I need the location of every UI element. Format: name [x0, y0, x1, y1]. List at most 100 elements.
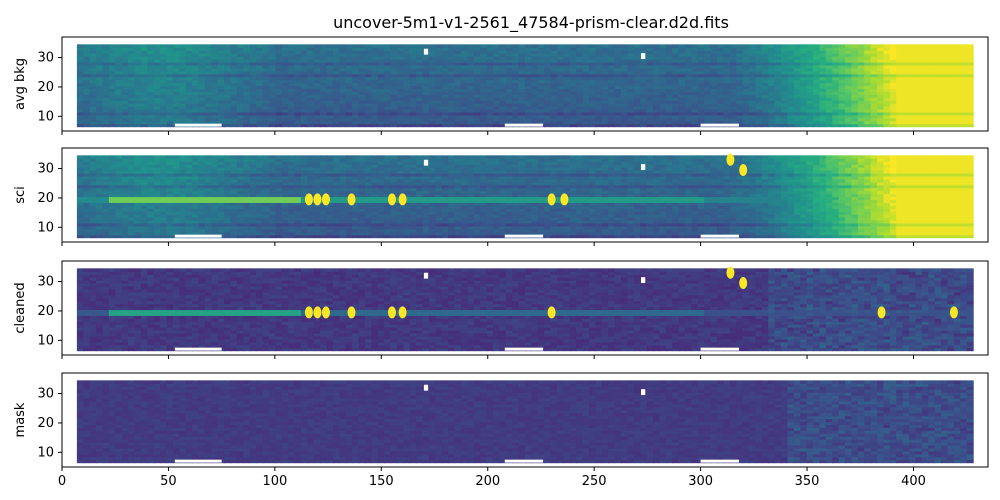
- heatmap-cell: [275, 106, 283, 110]
- heatmap-cell: [313, 56, 321, 60]
- heatmap-cell: [537, 76, 545, 81]
- heatmap-cell: [537, 82, 545, 87]
- heatmap-cell: [256, 94, 264, 98]
- heatmap-cell: [460, 114, 468, 119]
- heatmap-cell: [230, 47, 238, 51]
- heatmap-cell: [480, 85, 488, 90]
- heatmap-cell: [121, 155, 129, 159]
- heatmap-cell: [537, 61, 545, 66]
- heatmap-cell: [236, 85, 244, 90]
- heatmap-cell: [268, 76, 276, 81]
- heatmap-cell: [544, 47, 552, 51]
- heatmap-cell: [249, 114, 257, 119]
- heatmap-cell: [204, 61, 212, 66]
- heatmap-cell: [396, 44, 404, 48]
- heatmap-cell: [115, 50, 123, 54]
- heatmap-cell: [557, 50, 565, 54]
- heatmap-cell: [281, 53, 289, 57]
- heatmap-cell: [89, 103, 97, 107]
- heatmap-cell: [416, 47, 424, 51]
- heatmap-cell: [179, 120, 187, 125]
- heatmap-cell: [313, 111, 321, 116]
- heatmap-cell: [358, 82, 366, 87]
- heatmap-cell: [313, 123, 321, 128]
- heatmap-cell: [204, 100, 212, 104]
- heatmap-cell: [531, 85, 539, 90]
- heatmap-cell: [569, 82, 577, 87]
- heatmap-cell: [569, 44, 577, 48]
- heatmap-cell: [236, 103, 244, 107]
- heatmap-cell: [198, 50, 206, 54]
- heatmap-cell: [435, 67, 443, 72]
- heatmap-cell: [582, 114, 590, 119]
- heatmap-cell: [76, 94, 84, 98]
- heatmap-cell: [409, 70, 417, 75]
- heatmap-cell: [256, 120, 264, 125]
- heatmap-cell: [422, 103, 430, 107]
- heatmap-cell: [96, 59, 104, 63]
- heatmap-cell: [249, 111, 257, 116]
- heatmap-cell: [448, 97, 456, 101]
- heatmap-cell: [416, 108, 424, 113]
- heatmap-cell: [364, 123, 372, 128]
- heatmap-cell: [76, 100, 84, 104]
- heatmap-cell: [518, 106, 526, 110]
- heatmap-cell: [281, 94, 289, 98]
- heatmap-cell: [448, 67, 456, 72]
- heatmap-cell: [217, 50, 225, 54]
- heatmap-cell: [262, 50, 270, 54]
- heatmap-cell: [352, 123, 360, 128]
- heatmap-cell: [557, 97, 565, 101]
- heatmap-cell: [76, 70, 84, 75]
- heatmap-cell: [256, 111, 264, 116]
- heatmap-cell: [140, 61, 148, 66]
- heatmap-cell: [416, 97, 424, 101]
- heatmap-cell: [441, 91, 449, 95]
- heatmap-cell: [371, 73, 379, 78]
- heatmap-cell: [384, 59, 392, 63]
- heatmap-cell: [230, 123, 238, 128]
- heatmap-cell: [224, 117, 232, 122]
- heatmap-cell: [544, 79, 552, 84]
- heatmap-cell: [448, 85, 456, 90]
- heatmap-cell: [422, 67, 430, 72]
- heatmap-cell: [371, 56, 379, 60]
- heatmap-cell: [460, 79, 468, 84]
- heatmap-cell: [313, 117, 321, 122]
- heatmap-cell: [281, 47, 289, 51]
- heatmap-cell: [140, 82, 148, 87]
- heatmap-cell: [166, 155, 174, 159]
- heatmap-cell: [332, 53, 340, 57]
- heatmap-cell: [89, 117, 97, 122]
- heatmap-cell: [236, 76, 244, 81]
- heatmap-cell: [275, 50, 283, 54]
- heatmap-cell: [544, 111, 552, 116]
- heatmap-cell: [268, 94, 276, 98]
- heatmap-cell: [243, 50, 251, 54]
- heatmap-cell: [390, 59, 398, 63]
- heatmap-cell: [236, 91, 244, 95]
- heatmap-cell: [358, 67, 366, 72]
- heatmap-cell: [467, 103, 475, 107]
- heatmap-cell: [390, 97, 398, 101]
- heatmap-cell: [428, 94, 436, 98]
- heatmap-cell: [358, 85, 366, 90]
- heatmap-cell: [326, 111, 334, 116]
- heatmap-cell: [582, 108, 590, 113]
- heatmap-cell: [224, 97, 232, 101]
- heatmap-cell: [505, 79, 513, 84]
- heatmap-cell: [537, 111, 545, 116]
- heatmap-cell: [531, 79, 539, 84]
- heatmap-cell: [108, 70, 116, 75]
- heatmap-cell: [281, 91, 289, 95]
- heatmap-cell: [108, 82, 116, 87]
- heatmap-cell: [499, 88, 507, 92]
- heatmap-cell: [550, 114, 558, 119]
- heatmap-cell: [140, 67, 148, 72]
- heatmap-cell: [550, 61, 558, 66]
- heatmap-cell: [83, 79, 91, 84]
- heatmap-cell: [307, 106, 315, 110]
- heatmap-cell: [268, 108, 276, 113]
- heatmap-cell: [403, 44, 411, 48]
- heatmap-cell: [192, 114, 200, 119]
